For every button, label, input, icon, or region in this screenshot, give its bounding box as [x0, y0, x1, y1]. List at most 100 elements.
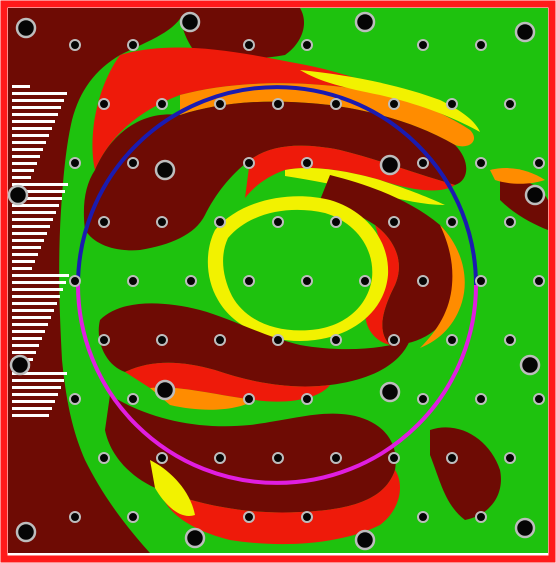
circle-lower-arc [76, 284, 478, 485]
bottom-red-band [160, 470, 400, 545]
circle-overlay [76, 85, 478, 485]
white-stripe [12, 344, 39, 347]
white-stripe [12, 295, 60, 298]
sample-marker [127, 157, 139, 169]
sample-marker [524, 184, 546, 206]
right-spiral-arm [320, 175, 460, 345]
lower-arm-orange-edge [150, 387, 255, 410]
sample-marker [475, 393, 487, 405]
outer-yellow-band [300, 70, 480, 132]
white-stripe [12, 176, 31, 179]
sample-marker [69, 393, 81, 405]
white-stripe [12, 323, 48, 326]
white-stripe [12, 106, 61, 109]
sample-marker [272, 334, 284, 346]
map-layers [8, 8, 548, 553]
white-stripe [12, 218, 53, 221]
white-stripe [12, 246, 41, 249]
sample-marker [69, 275, 81, 287]
eye-green-core [223, 209, 373, 331]
sample-marker [417, 39, 429, 51]
sample-marker [514, 21, 536, 43]
white-stripe [12, 400, 55, 403]
white-stripe [12, 281, 66, 284]
sample-marker [127, 393, 139, 405]
sample-marker [184, 527, 206, 549]
white-stripe [12, 386, 61, 389]
sample-marker [388, 452, 400, 464]
white-stripe [12, 288, 63, 291]
white-stripe [12, 351, 36, 354]
sample-marker [127, 511, 139, 523]
sample-marker [388, 98, 400, 110]
upper-arm-red-edge [245, 145, 455, 198]
sample-marker [446, 334, 458, 346]
white-stripe [12, 162, 37, 165]
sample-marker [156, 98, 168, 110]
sample-marker [214, 334, 226, 346]
sample-marker [354, 529, 376, 551]
sample-marker [330, 98, 342, 110]
white-stripe [12, 302, 57, 305]
bottom-left-yellow [150, 460, 195, 516]
sample-marker [330, 334, 342, 346]
bottom-right-maroon [430, 427, 501, 520]
white-stripe [12, 127, 52, 130]
right-arm-orange-edge [420, 225, 465, 348]
white-stripe [12, 155, 40, 158]
circle-upper-arc [76, 85, 478, 286]
sample-markers [7, 11, 546, 551]
sample-marker [127, 39, 139, 51]
sample-marker [301, 39, 313, 51]
sample-marker [69, 157, 81, 169]
sample-marker [154, 379, 176, 401]
sample-marker [417, 511, 429, 523]
white-stripe [12, 316, 51, 319]
white-stripe [12, 372, 67, 375]
white-stripe [12, 197, 62, 200]
sample-marker [7, 184, 29, 206]
left-maroon-region [8, 8, 185, 553]
sample-marker [475, 275, 487, 287]
white-stripe [12, 148, 43, 151]
sample-marker [154, 159, 176, 181]
white-stripe [12, 309, 54, 312]
sample-marker [243, 275, 255, 287]
white-stripe [12, 232, 47, 235]
sample-marker [185, 275, 197, 287]
sample-marker [243, 39, 255, 51]
white-stripe [12, 204, 59, 207]
right-edge-orange [490, 168, 545, 184]
sample-marker [475, 157, 487, 169]
sample-marker [243, 157, 255, 169]
sample-marker [330, 452, 342, 464]
sample-marker [272, 216, 284, 228]
white-stripe [12, 274, 69, 277]
white-stripe [12, 190, 65, 193]
sample-marker [156, 216, 168, 228]
sample-marker [15, 521, 37, 543]
sample-marker [417, 157, 429, 169]
sample-marker [156, 334, 168, 346]
sample-marker [272, 98, 284, 110]
sample-marker [354, 11, 376, 33]
white-stripe [12, 183, 68, 186]
sample-marker [156, 452, 168, 464]
sample-marker [446, 452, 458, 464]
sample-marker [9, 354, 31, 376]
sample-marker [330, 216, 342, 228]
white-stripe [12, 393, 58, 396]
sample-marker [514, 517, 536, 539]
sample-marker [301, 511, 313, 523]
sample-marker [301, 157, 313, 169]
white-stripe [12, 99, 64, 102]
sample-marker [388, 334, 400, 346]
lower-spiral-arm [98, 303, 410, 387]
white-stripe [12, 141, 46, 144]
sample-marker [98, 98, 110, 110]
sample-marker [301, 393, 313, 405]
sample-marker [519, 354, 541, 376]
sample-marker [214, 452, 226, 464]
